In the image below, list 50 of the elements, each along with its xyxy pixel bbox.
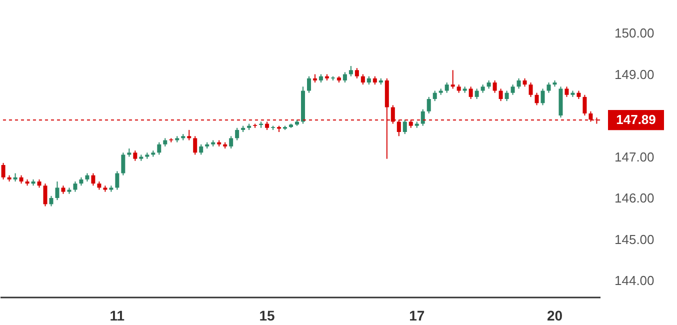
candlestick xyxy=(564,86,569,98)
candlestick xyxy=(546,82,551,94)
x-tick-label: 11 xyxy=(110,308,125,324)
candlestick xyxy=(354,68,359,79)
candlestick xyxy=(540,88,545,106)
candlestick xyxy=(348,66,353,77)
x-tick-label: 17 xyxy=(409,308,425,324)
candlestick xyxy=(49,195,54,207)
candlestick xyxy=(360,74,365,86)
y-tick-label: 145.00 xyxy=(614,232,654,247)
y-tick-label: 144.00 xyxy=(614,273,654,288)
candlestick xyxy=(235,127,240,141)
candlestick xyxy=(157,142,162,156)
candlestick xyxy=(510,84,515,96)
candlestick xyxy=(504,90,509,102)
x-tick-label: 15 xyxy=(259,308,276,324)
candlestick xyxy=(199,144,204,156)
candlestick xyxy=(121,152,126,176)
candlestick xyxy=(516,78,521,90)
candlestick xyxy=(468,86,473,100)
candlestick xyxy=(498,88,503,102)
candlestick xyxy=(528,82,533,98)
candlestick xyxy=(342,72,347,83)
candlestick xyxy=(115,170,120,190)
candlestick xyxy=(55,181,60,201)
candlestick xyxy=(474,88,479,100)
candlestick xyxy=(1,162,6,180)
candlestick xyxy=(402,119,407,135)
candlestick xyxy=(229,136,234,149)
candlestick xyxy=(426,96,431,114)
candlestick xyxy=(193,136,198,156)
candlestick xyxy=(187,129,192,141)
candlestick xyxy=(73,181,78,192)
candlestick xyxy=(306,76,311,94)
candlestick xyxy=(492,80,497,94)
candlestick xyxy=(432,90,437,102)
y-tick-label: 147.00 xyxy=(614,149,654,164)
y-tick-label: 146.00 xyxy=(614,190,654,206)
candlestick xyxy=(133,150,138,162)
y-tick-label: 149.00 xyxy=(614,66,654,82)
candlestick xyxy=(91,172,96,186)
candlestick xyxy=(43,183,48,207)
x-tick-label: 20 xyxy=(546,308,563,324)
candlestick xyxy=(450,70,455,90)
ref-line-label: 147.89 xyxy=(616,112,656,128)
candlestick xyxy=(582,94,587,116)
y-tick-label: 150.00 xyxy=(614,26,654,40)
candlestick xyxy=(444,82,449,94)
candlestick xyxy=(534,92,539,106)
candlestick xyxy=(420,108,425,126)
